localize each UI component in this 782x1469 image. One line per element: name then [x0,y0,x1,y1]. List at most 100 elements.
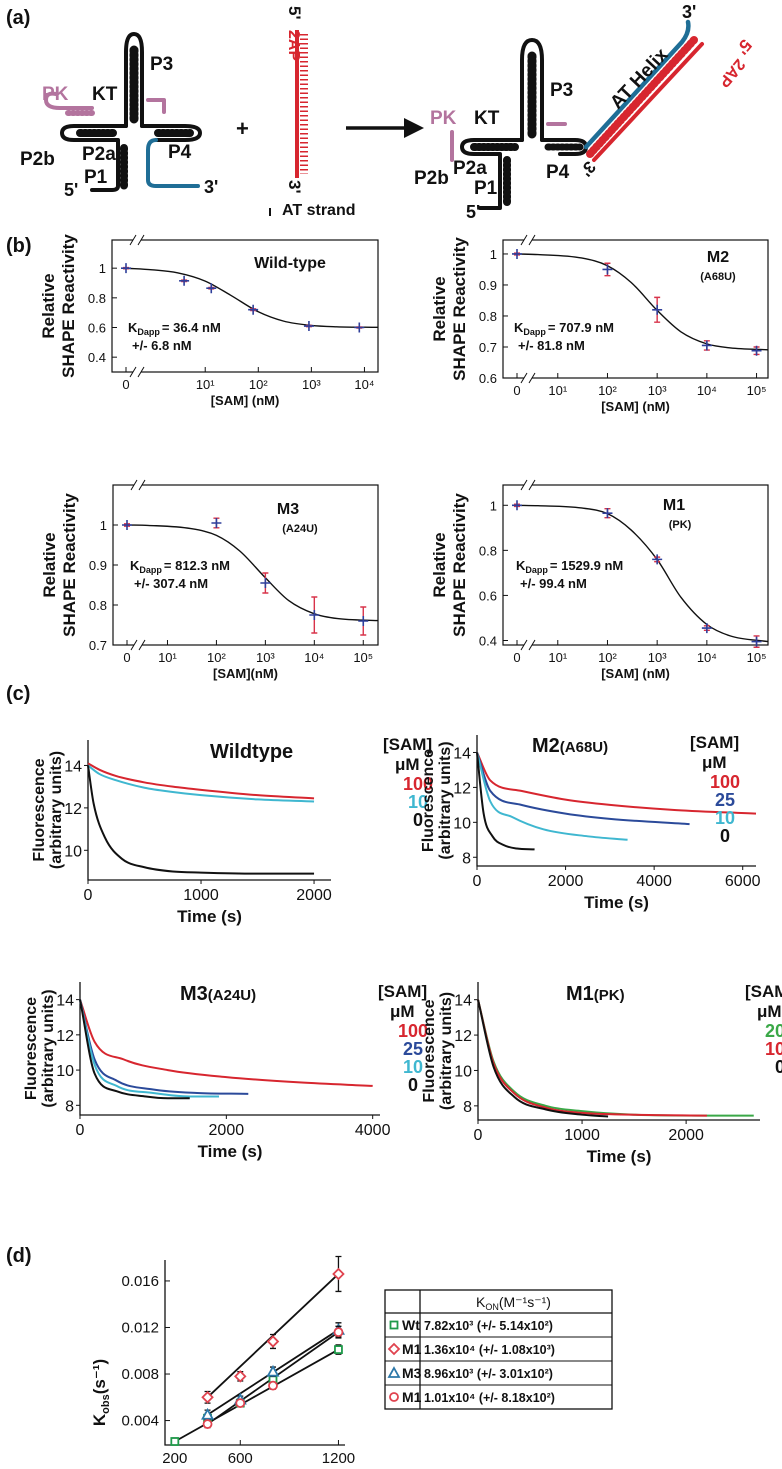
point [652,554,663,565]
x-tick-label: 200 [162,1450,187,1467]
point [206,283,217,294]
p4-label: P4 [168,142,192,163]
x-tick-label: 0 [473,873,482,890]
y-tick-label: 0.008 [121,1366,159,1383]
at-strand-label: AT strand [282,202,355,219]
y-axis-label: SHAPE Reactivity [59,234,78,378]
p4-label: P4 [546,162,570,183]
y-tick-label: 0.8 [89,598,107,613]
axis-break-gap [524,375,532,381]
x-tick-label: 4000 [355,1122,391,1139]
x-tick-label: 10⁵ [747,383,767,398]
kd-value: = 707.9 nM [548,320,614,335]
x-tick-label: 6000 [725,873,761,890]
chart-subtitle: (A68U) [560,739,608,756]
y-tick-label: 14 [454,993,472,1010]
trace [79,999,190,1100]
header-subscript: ON [485,1302,499,1312]
y-axis-label: Fluorescence [23,997,40,1100]
axes [164,1260,345,1446]
y-tick-label: 12 [56,1028,74,1045]
point [309,610,320,620]
x-axis-label: Time (s) [177,907,242,926]
y-tick-label: 1 [99,261,106,276]
x-tick-label: 1000 [564,1127,600,1144]
point [268,1380,278,1391]
y-tick-label: 0.9 [89,558,107,573]
legend-title: [SAM] [383,735,432,754]
legend-entry: 100 [403,774,433,794]
legend-marker [389,1320,399,1330]
red-five-prime: 5' [732,35,755,58]
point [701,623,712,634]
x-tick-label: 0 [474,1127,483,1144]
fit-curve [516,504,769,643]
x-axis-label: [SAM] (nM) [211,393,280,408]
x-axis-label: Time (s) [587,1147,652,1166]
y-tick-label: 10 [64,843,82,860]
x-tick-label: 10⁵ [353,650,373,665]
y-axis-label: Fluorescence [420,749,437,852]
chart-heading: M1(PK) [566,983,625,1005]
trace [477,999,707,1117]
x-tick-label: 10¹ [158,650,177,665]
fit-curve [516,253,769,351]
axis-break [520,479,536,491]
arrow-head [404,118,424,138]
kd-annotation: KDapp = 812.3 nM [130,558,230,575]
x-tick-label: 0 [513,650,520,665]
chart-title: M1 [663,497,685,514]
y-tick-label: 0.9 [479,278,497,293]
axis-break [129,366,145,378]
y-tick-label: 0.7 [89,638,107,653]
at-helix-strand [583,19,691,150]
x-axis-label: [SAM](nM) [213,666,278,681]
chart-subtitle: (PK) [594,987,625,1004]
trace [476,752,628,841]
legend-title: μM [757,1002,782,1021]
at-helix-pairs [586,36,698,158]
header-symbol: K [476,1294,486,1310]
point [354,322,365,333]
table-cell: 7.82x10³ (+/- 5.14x10²) [424,1319,553,1333]
x-tick-label: 10⁴ [697,383,717,398]
panel-label: (a) [6,7,30,29]
chart-title: Wild-type [254,255,326,272]
kd-symbol: K [128,320,138,335]
kd-value: = 36.4 nM [162,320,221,335]
y-tick-label: 14 [56,993,74,1010]
p1-label: P1 [474,178,498,199]
x-tick-label: 10¹ [548,383,567,398]
legend-entry: 0 [408,1075,418,1095]
trace [79,999,373,1087]
helix-three-prime: 3' [682,2,696,22]
x-axis-label: Time (s) [584,893,649,912]
fit-line [174,1348,339,1443]
x-tick-label: 10³ [256,650,275,665]
x-tick-label: 10² [598,383,617,398]
chart-subtitle: (A68U) [700,271,736,283]
point [602,264,613,275]
at-five-prime: 5' [285,6,304,20]
x-tick-label: 10² [598,650,617,665]
x-tick-label: 10³ [302,377,321,392]
kd-error: +/- 81.8 nM [518,338,585,353]
point [122,520,132,530]
y-tick-label: 10 [454,1063,472,1080]
y-axis-label: SHAPE Reactivity [450,493,469,637]
axis-break [130,479,146,491]
point [751,345,762,356]
axis-break [130,639,146,651]
point [334,1345,343,1354]
axis-break-gap [524,237,532,243]
axis-break [520,639,536,651]
point [235,1398,246,1409]
x-tick-label: 10⁴ [304,650,324,665]
y-tick-label: 8 [463,1099,472,1116]
red-2ap: 2AP [715,55,748,90]
kd-symbol: K [514,320,524,335]
y-tick-label: 12 [454,1028,472,1045]
kd-annotation: KDapp = 707.9 nM [514,320,614,337]
y-tick-label: 0.6 [88,321,106,336]
